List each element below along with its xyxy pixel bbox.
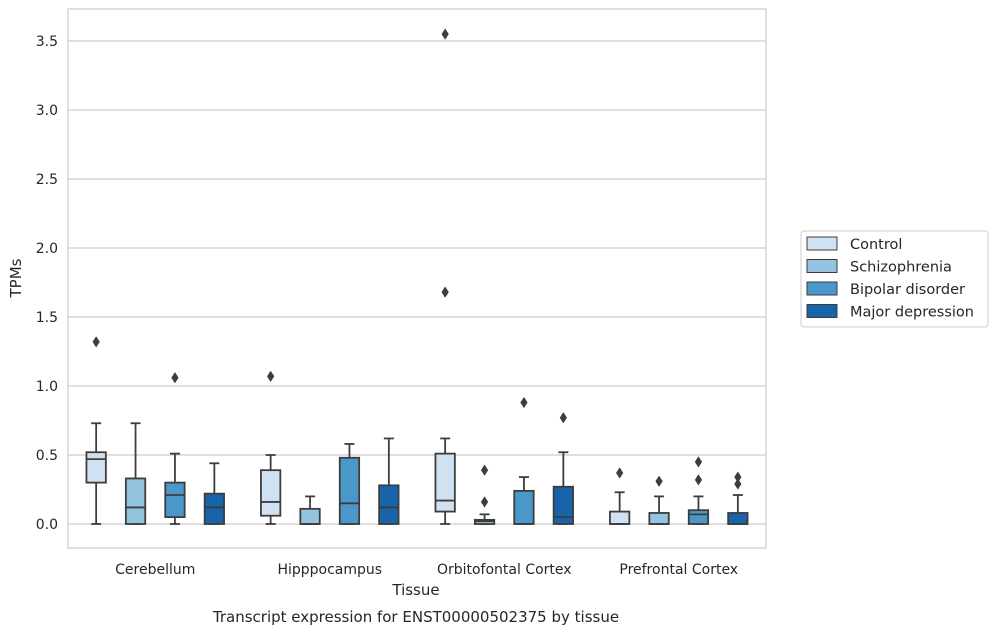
legend-label: Control (850, 237, 902, 253)
outlier (615, 467, 624, 479)
x-tick-label: Hipppocampus (277, 562, 382, 578)
box-control (434, 28, 456, 525)
outlier (694, 474, 703, 486)
outlier (266, 370, 275, 383)
outlier (171, 372, 179, 384)
box-body (513, 489, 535, 525)
outlier (441, 286, 449, 298)
box-bipolar-disorder (338, 443, 361, 525)
legend-swatch (806, 236, 838, 251)
box-body (687, 509, 710, 525)
box-body (124, 477, 147, 525)
box-major-depression (552, 412, 574, 525)
box-schizophrenia (648, 475, 670, 525)
legend-swatch (806, 304, 838, 318)
outlier (441, 28, 449, 40)
box-body (378, 484, 400, 525)
y-axis-label: TPMs (7, 258, 25, 298)
chart-title: Transcript expression for ENST0000050237… (212, 608, 619, 626)
legend-frame (800, 230, 989, 328)
outlier (734, 478, 742, 490)
box-control (260, 370, 282, 525)
gridlines (68, 40, 766, 525)
box-body (434, 452, 456, 513)
y-tick-label: 1.0 (36, 379, 58, 395)
box-bipolar-disorder (687, 456, 710, 525)
y-tick-label: 2.5 (36, 172, 58, 188)
box-body (85, 451, 107, 484)
y-tick-label: 0.5 (36, 448, 58, 464)
box-major-depression (378, 437, 400, 525)
outlier (734, 471, 742, 483)
box-control (85, 336, 107, 525)
outlier (92, 336, 100, 348)
box-body (609, 510, 631, 525)
legend-swatch (806, 259, 838, 273)
y-tick-label: 3.5 (36, 34, 58, 50)
box-schizophrenia (299, 495, 321, 525)
legend-label: Bipolar disorder (850, 282, 965, 298)
x-tick-label: Prefrontal Cortex (619, 562, 738, 578)
box-body (260, 469, 282, 517)
boxplots (85, 28, 749, 525)
y-tick-label: 3.0 (36, 103, 58, 119)
box-body (164, 481, 186, 519)
box-schizophrenia (124, 422, 147, 525)
box-control (609, 467, 631, 525)
box-body (552, 485, 574, 525)
outlier (480, 496, 489, 508)
y-tick-label: 2.0 (36, 241, 58, 257)
outlier (559, 412, 568, 424)
y-tick-label: 0.0 (36, 517, 58, 533)
plot-frame (67, 8, 767, 549)
outlier (655, 475, 663, 487)
box-body (338, 456, 361, 525)
x-axis-label: Tissue (391, 581, 439, 599)
outlier (694, 456, 703, 468)
legend-swatch (806, 281, 838, 296)
legend-label: Major depression (850, 305, 974, 321)
y-tick-labels: 0.0 0.5 1.0 1.5 2.0 2.5 3.0 3.5 (36, 34, 58, 533)
x-tick-label: Orbitofontal Cortex (437, 562, 572, 578)
outlier (480, 464, 489, 476)
box-body (299, 507, 321, 525)
box-body (203, 492, 225, 525)
legend: Control Schizophrenia Bipolar disorder Majo… (800, 230, 989, 328)
box-major-depression (203, 462, 225, 525)
legend-label: Schizophrenia (850, 260, 952, 276)
box-bipolar-disorder (164, 372, 186, 525)
box-body (727, 512, 749, 525)
x-tick-labels: Cerebellum Hipppocampus Orbitofontal Corte… (115, 562, 738, 578)
outlier (520, 396, 528, 409)
y-tick-label: 1.5 (36, 310, 58, 326)
box-major-depression (727, 471, 749, 525)
box-schizophrenia (473, 464, 496, 525)
x-tick-label: Cerebellum (115, 562, 195, 578)
box-bipolar-disorder (513, 396, 535, 525)
box-body (648, 512, 670, 525)
